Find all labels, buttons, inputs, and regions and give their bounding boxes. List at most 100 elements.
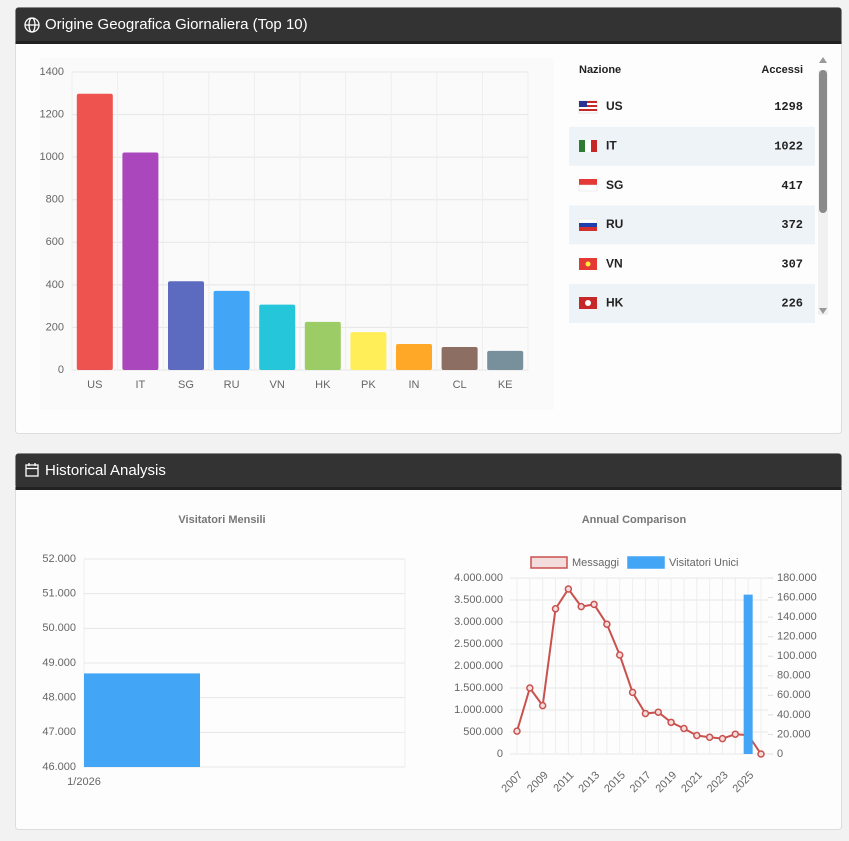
scrollbar[interactable] [818, 57, 828, 315]
point [705, 733, 714, 742]
bar [122, 152, 159, 370]
y-tick-label: 48.000 [42, 692, 76, 704]
bar [441, 347, 478, 370]
bar [743, 594, 753, 754]
y-tick-label: 40.000 [777, 709, 811, 721]
point [538, 701, 547, 710]
x-tick-label: SG [178, 379, 194, 391]
x-tick-label: IT [136, 379, 146, 391]
legend-label: Visitatori Unici [669, 557, 739, 569]
x-tick-label: 1/2026 [67, 776, 101, 788]
point [757, 750, 765, 758]
point [551, 605, 560, 613]
x-tick-label: PK [361, 379, 376, 391]
bar [259, 304, 296, 370]
y-tick-label: 0 [777, 748, 783, 760]
y-tick-label: 2.000.000 [454, 660, 503, 672]
point [654, 708, 663, 716]
x-tick-label: US [87, 379, 102, 391]
point [590, 600, 598, 609]
point [526, 684, 534, 692]
y-tick-label: 1000 [40, 151, 64, 163]
panel-header [15, 453, 842, 489]
point [628, 688, 637, 697]
y-tick-label: 120.000 [777, 631, 817, 643]
x-tick-label: IN [409, 379, 420, 391]
bar [396, 344, 432, 370]
access-count: 372 [781, 218, 803, 232]
point [718, 734, 727, 743]
point [603, 620, 611, 628]
panel-header-border [15, 487, 842, 490]
y-tick-label: 20.000 [777, 728, 811, 740]
access-count: 417 [781, 179, 803, 193]
access-count: 1298 [774, 100, 803, 114]
y-tick-label: 800 [46, 194, 64, 206]
y-tick-label: 1400 [40, 66, 64, 78]
y-tick-label: 500.000 [463, 726, 503, 738]
y-tick-label: 3.500.000 [454, 594, 503, 606]
bar [350, 332, 387, 370]
access-count: 226 [781, 297, 803, 311]
point [667, 718, 675, 727]
x-tick-label: CL [453, 379, 467, 391]
point [731, 730, 740, 738]
legend-swatch [627, 556, 665, 569]
bar [168, 281, 204, 370]
country-code: IT [606, 138, 617, 152]
legend-label: Messaggi [572, 557, 619, 569]
panel-header-border [15, 41, 842, 44]
panel-title: Origine Geografica Giornaliera (Top 10) [45, 16, 308, 33]
y-tick-label: 180.000 [777, 572, 817, 584]
panel-title: Historical Analysis [45, 462, 166, 479]
bar [304, 321, 341, 370]
table-body: US 1298 IT 1022 SG 417 RU 372 VN 307 HK 226 [569, 99, 815, 323]
calendar-icon [25, 463, 39, 477]
y-tick-label: 1.500.000 [454, 682, 503, 694]
country-code: US [606, 99, 623, 113]
y-tick-label: 2.500.000 [454, 638, 503, 650]
y-tick-label: 160.000 [777, 591, 817, 603]
point [513, 727, 521, 735]
point [564, 585, 573, 593]
access-count: 1022 [774, 139, 803, 153]
y-tick-label: 0 [497, 748, 503, 760]
y-tick-label: 100.000 [777, 650, 817, 662]
chart-title: Annual Comparison [582, 514, 687, 526]
point [615, 651, 624, 659]
y-tick-label: 400 [46, 279, 64, 291]
globe-icon [24, 17, 40, 33]
y-tick-label: 3.000.000 [454, 616, 503, 628]
table-row-bg [569, 205, 815, 245]
country-code: VN [606, 256, 623, 270]
x-tick-label: HK [315, 379, 331, 391]
y-tick-label: 51.000 [42, 588, 76, 600]
point [680, 724, 688, 733]
panel-header [15, 7, 842, 44]
point [577, 602, 585, 611]
x-tick-label: VN [270, 379, 285, 391]
point [641, 709, 650, 718]
y-tick-label: 46.000 [42, 761, 76, 773]
country-code: RU [606, 217, 623, 231]
x-tick-label: RU [224, 379, 240, 391]
y-tick-label: 1200 [40, 108, 64, 120]
y-tick-label: 1.000.000 [454, 704, 503, 716]
y-tick-label: 4.000.000 [454, 572, 503, 584]
flags [578, 100, 598, 309]
bar [487, 350, 524, 370]
access-count: 307 [781, 257, 803, 271]
y-tick-label: 50.000 [42, 622, 76, 634]
point [693, 731, 701, 740]
y-tick-label: 49.000 [42, 657, 76, 669]
y-tick-label: 200 [46, 321, 64, 333]
legend-swatch [530, 556, 568, 569]
bar [84, 673, 200, 767]
y-tick-label: 60.000 [777, 689, 811, 701]
y-tick-label: 80.000 [777, 670, 811, 682]
table-header: Nazione [579, 64, 621, 76]
y-tick-label: 47.000 [42, 726, 76, 738]
bar [213, 290, 250, 370]
y-tick-label: 140.000 [777, 611, 817, 623]
